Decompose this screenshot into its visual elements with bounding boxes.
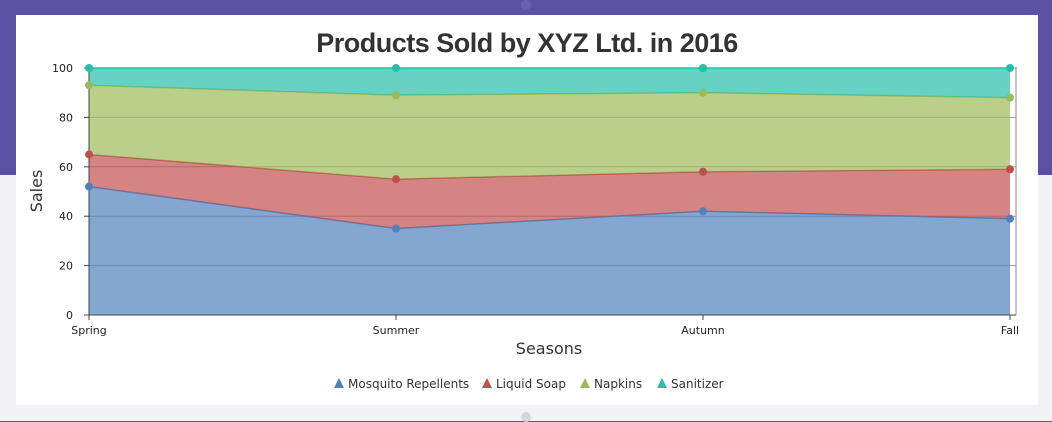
marker-liquid-soap-summer: [392, 175, 400, 184]
legend-label-liquid-soap: Liquid Soap: [496, 377, 566, 391]
legend-label-sanitizer: Sanitizer: [671, 377, 724, 391]
y-tick-label-80: 80: [59, 111, 73, 124]
marker-mosquito-repellents-autumn: [699, 207, 707, 216]
y-axis-title: Sales: [27, 170, 46, 213]
x-tick-label-spring: Spring: [71, 324, 107, 337]
legend-marker-mosquito-repellents: [334, 378, 344, 388]
marker-liquid-soap-autumn: [699, 167, 707, 176]
x-axis-title: Seasons: [516, 339, 582, 358]
y-tick-label-20: 20: [59, 260, 73, 273]
legend-label-napkins: Napkins: [594, 377, 642, 391]
legend-label-mosquito-repellents: Mosquito Repellents: [348, 377, 469, 391]
legend-marker-napkins: [580, 378, 590, 388]
decorative-dot-bottom: [521, 412, 531, 422]
marker-liquid-soap-spring: [85, 150, 93, 159]
y-tick-label-60: 60: [59, 161, 73, 174]
area-napkins: [89, 85, 1010, 180]
y-tick-label-100: 100: [52, 62, 73, 75]
decorative-dot-top: [521, 0, 531, 10]
y-tick-label-0: 0: [66, 309, 73, 322]
x-tick-label-autumn: Autumn: [681, 324, 724, 337]
marker-napkins-spring: [85, 81, 93, 90]
marker-sanitizer-spring: [85, 64, 93, 72]
marker-napkins-summer: [392, 91, 400, 100]
marker-mosquito-repellents-summer: [392, 224, 400, 233]
marker-napkins-fall: [1006, 93, 1014, 102]
marker-sanitizer-autumn: [699, 64, 707, 72]
marker-napkins-autumn: [699, 88, 707, 97]
legend-marker-liquid-soap: [482, 378, 492, 388]
marker-mosquito-repellents-fall: [1006, 214, 1014, 223]
axes: 0 20 40 60 80 100 Spring Summer Autumn Fall: [52, 62, 1019, 337]
series-areas: [88, 67, 1011, 315]
chart-title: Products Sold by XYZ Ltd. in 2016: [316, 28, 738, 58]
legend: Mosquito Repellents Liquid Soap Napkins San…: [334, 377, 724, 391]
y-tick-label-40: 40: [59, 210, 73, 223]
marker-mosquito-repellents-spring: [85, 182, 93, 191]
x-tick-label-summer: Summer: [373, 324, 420, 337]
x-tick-label-fall: Fall: [1001, 324, 1019, 337]
marker-liquid-soap-fall: [1006, 165, 1014, 174]
legend-marker-sanitizer: [657, 378, 667, 388]
marker-sanitizer-summer: [392, 64, 400, 72]
area-sanitizer: [89, 68, 1010, 98]
marker-sanitizer-fall: [1006, 64, 1014, 72]
data-markers: [85, 64, 1014, 233]
